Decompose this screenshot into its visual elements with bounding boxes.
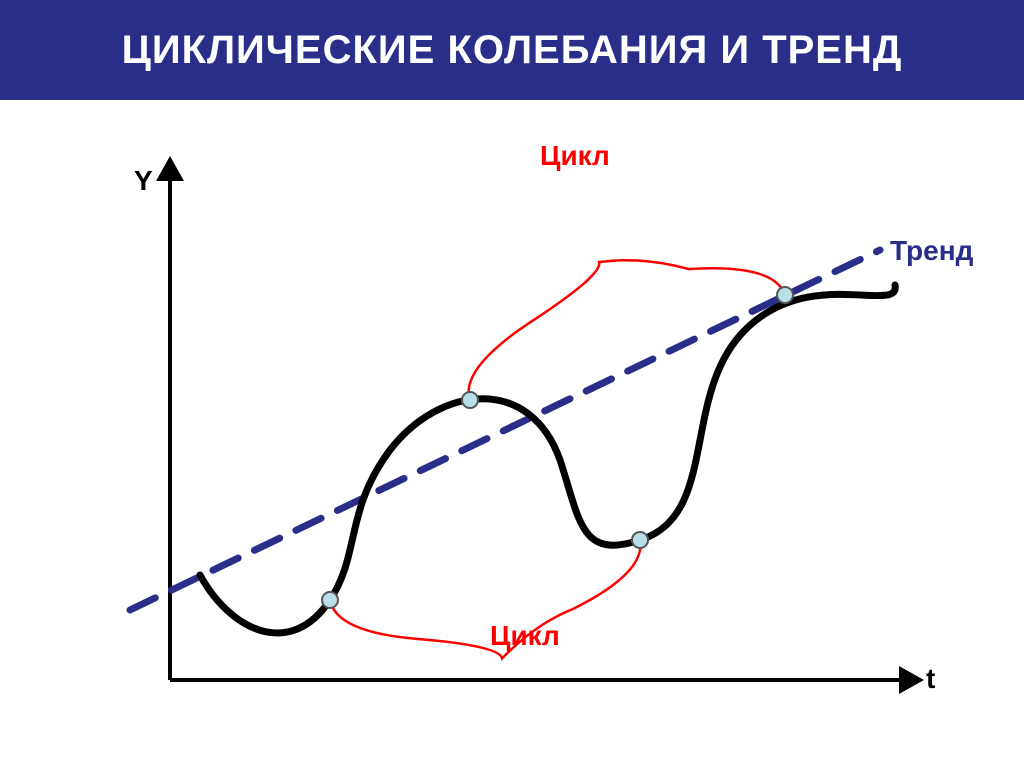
svg-text:Тренд: Тренд — [890, 235, 974, 266]
title-bar: ЦИКЛИЧЕСКИЕ КОЛЕБАНИЯ И ТРЕНД — [0, 0, 1024, 100]
svg-text:Цикл: Цикл — [540, 140, 610, 171]
svg-text:t: t — [926, 663, 935, 694]
svg-text:Y: Y — [134, 165, 153, 196]
svg-text:Цикл: Цикл — [490, 620, 560, 651]
chart-area: Yt Тренд Цикл Цикл — [0, 120, 1024, 740]
chart-svg: Yt Тренд Цикл Цикл — [0, 120, 1024, 740]
page-title: ЦИКЛИЧЕСКИЕ КОЛЕБАНИЯ И ТРЕНД — [122, 28, 903, 73]
